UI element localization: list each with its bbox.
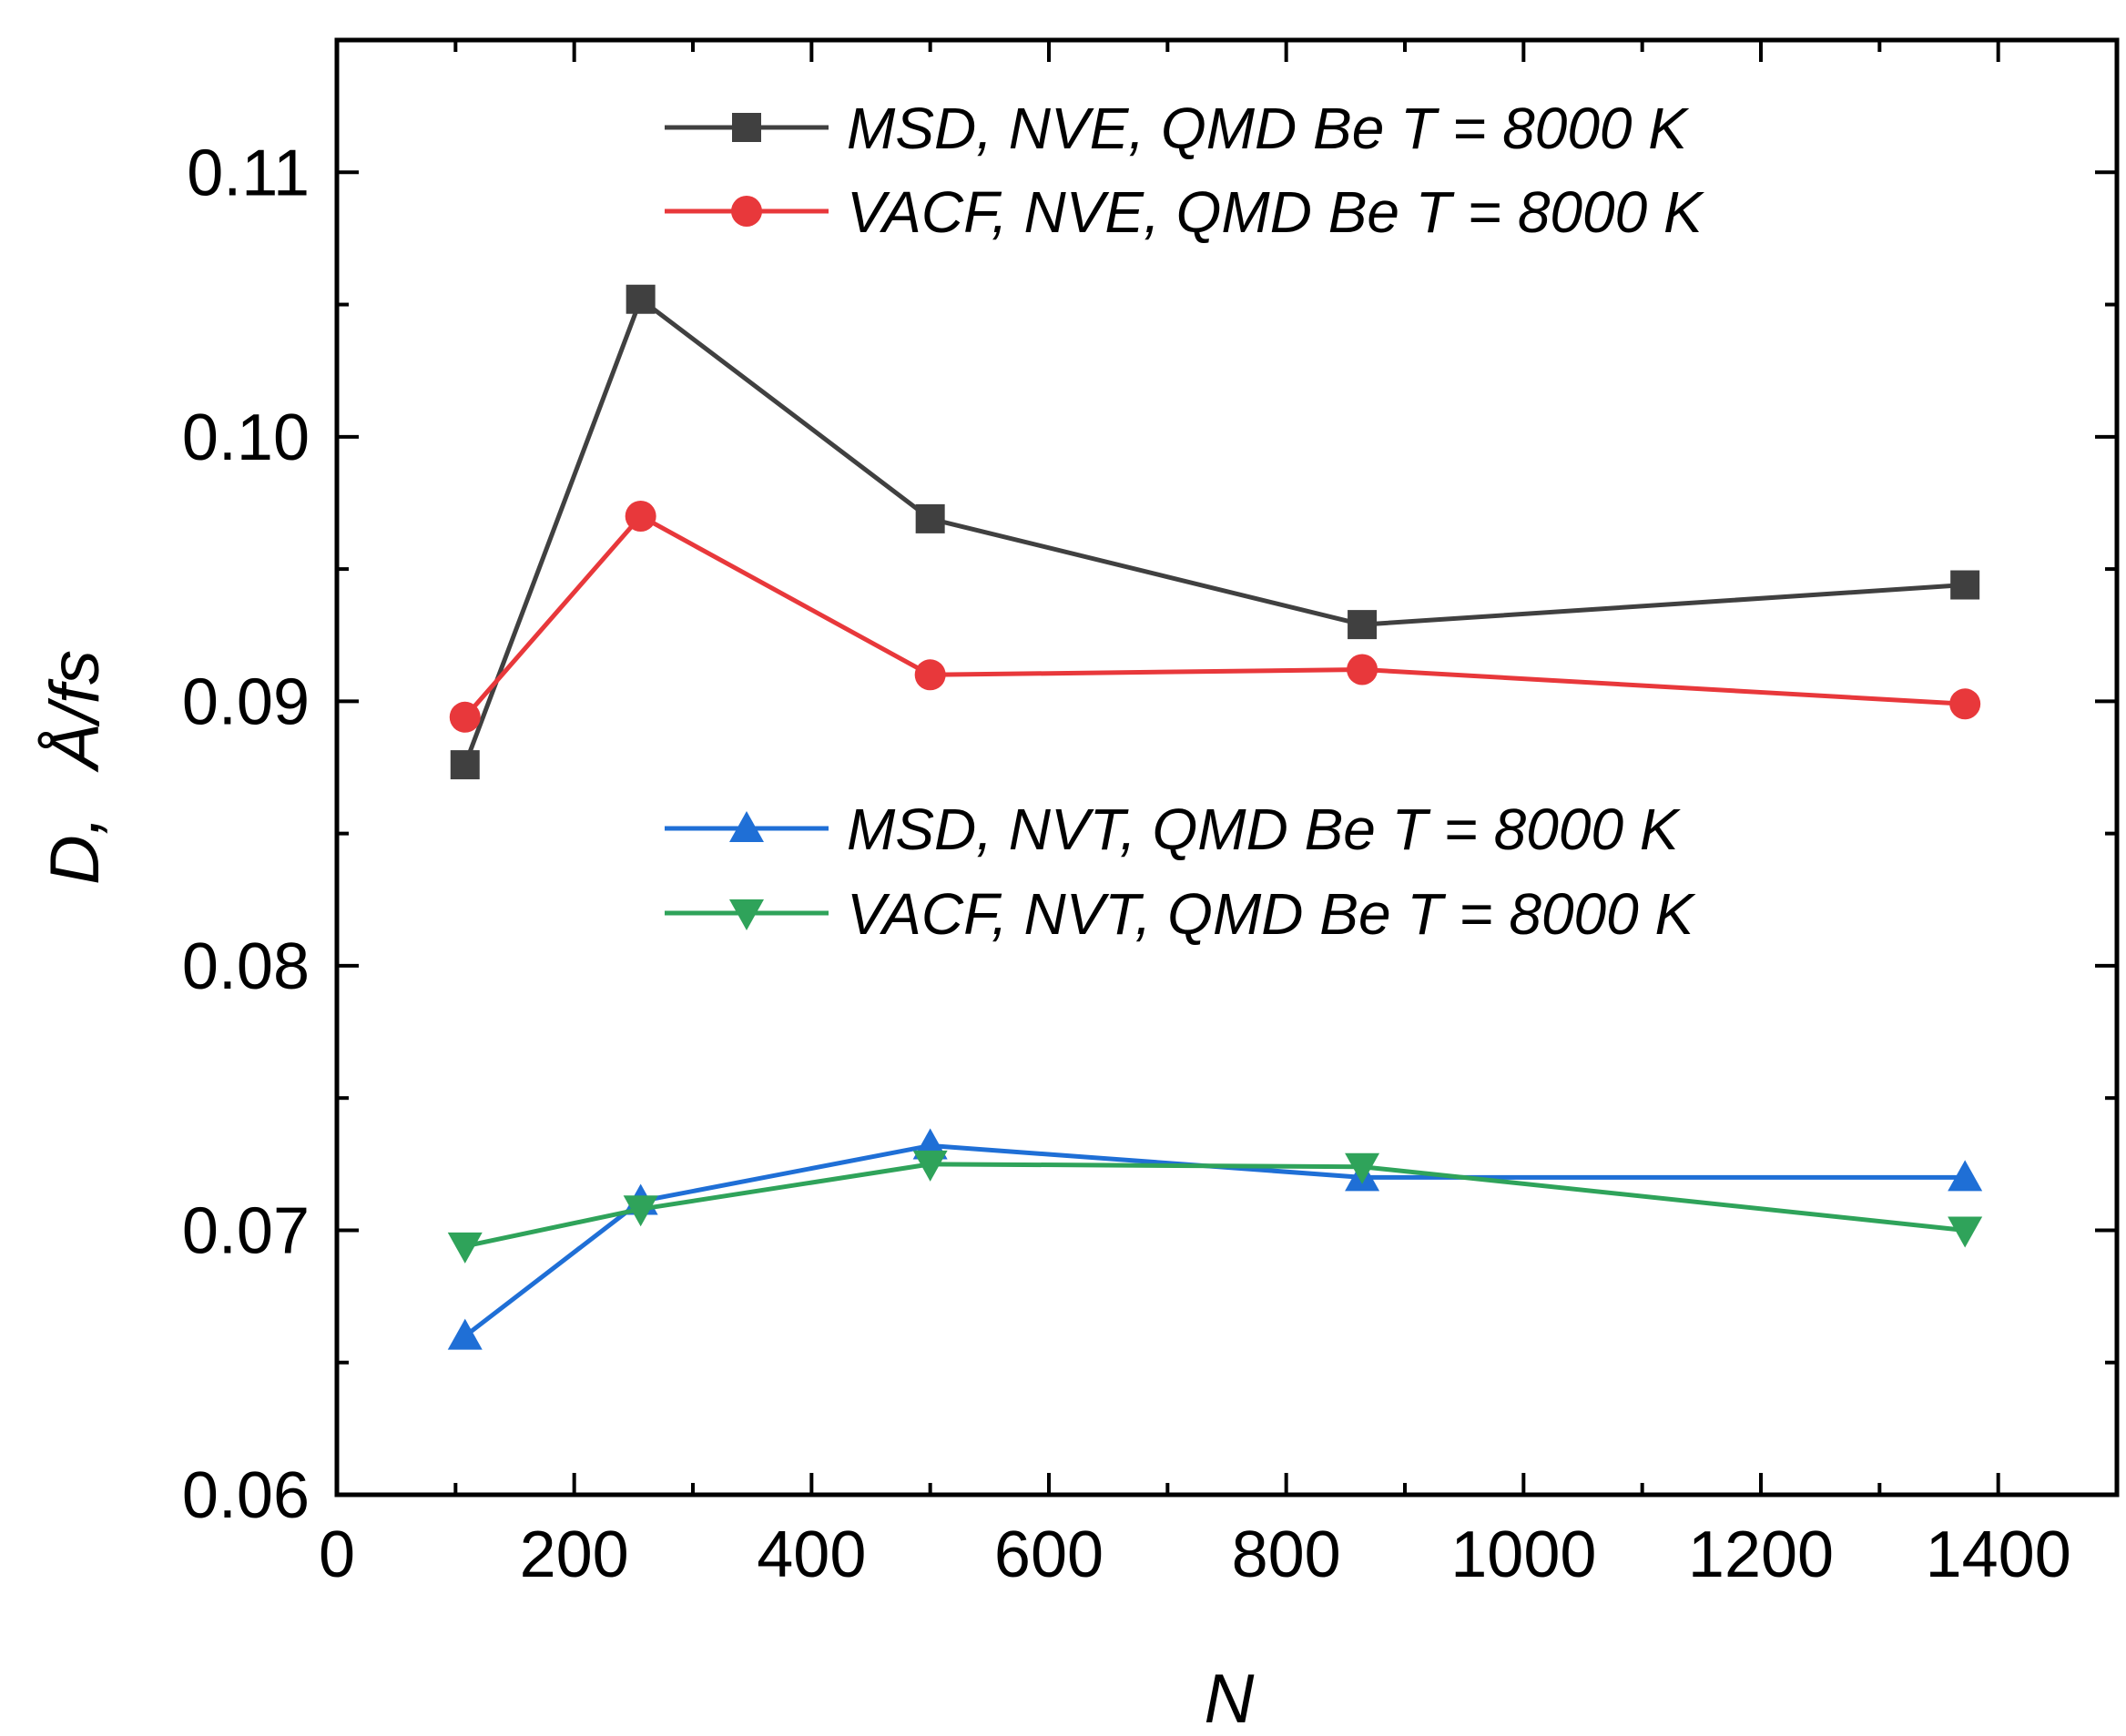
data-point <box>1950 570 1980 600</box>
data-point <box>1949 688 1981 720</box>
data-point <box>447 1232 483 1264</box>
legend: MSD, NVE, QMD Be T = 8000 K VACF, NVE, QM… <box>665 96 1705 947</box>
data-point <box>912 1150 948 1182</box>
y-tick-label: 0.09 <box>182 665 310 738</box>
legend-entry: VACF, NVE, QMD Be T = 8000 K <box>665 179 1705 245</box>
x-tick-label: 800 <box>1232 1518 1341 1591</box>
legend-label: VACF, NVT, QMD Be T = 8000 K <box>847 881 1697 947</box>
series-4 <box>447 1150 1983 1264</box>
svg-text:D, Å/fs: D, Å/fs <box>36 650 114 885</box>
x-tick-label: 1400 <box>1926 1518 2071 1591</box>
y-axis-title: D, Å/fs <box>36 650 114 885</box>
legend-entry: VACF, NVT, QMD Be T = 8000 K <box>665 881 1697 947</box>
legend-label: MSD, NVE, QMD Be T = 8000 K <box>847 96 1690 161</box>
x-tick-label: 600 <box>994 1518 1104 1591</box>
series-line <box>463 513 1966 719</box>
data-point <box>914 659 946 691</box>
data-point <box>915 503 945 533</box>
series-1 <box>450 284 1980 780</box>
x-tick-label: 400 <box>757 1518 866 1591</box>
data-point <box>447 1318 483 1350</box>
y-tick-labels: 0.06 0.07 0.08 0.09 0.10 0.11 <box>182 137 310 1532</box>
series-line <box>463 297 1966 766</box>
legend-marker <box>732 113 761 142</box>
x-tick-label: 1200 <box>1688 1518 1834 1591</box>
x-tick-label: 0 <box>319 1518 355 1591</box>
data-point <box>626 284 656 314</box>
x-axis-title: N <box>1205 1660 1255 1736</box>
y-tick-label: 0.11 <box>187 137 310 209</box>
x-tick-label: 200 <box>520 1518 629 1591</box>
legend-entry: MSD, NVE, QMD Be T = 8000 K <box>665 96 1690 161</box>
y-axis-title-symbol: D, <box>36 816 114 885</box>
data-point <box>1345 1152 1380 1184</box>
series-2 <box>449 500 1981 733</box>
y-tick-label: 0.08 <box>182 930 310 1003</box>
x-tick-labels: 0 200 400 600 800 1000 1200 1400 <box>319 1518 2071 1591</box>
legend-label: MSD, NVT, QMD Be T = 8000 K <box>847 797 1682 862</box>
data-point <box>1948 1216 1983 1248</box>
data-point <box>623 1195 658 1227</box>
data-point <box>625 500 656 532</box>
data-point <box>449 701 481 733</box>
x-tick-label: 1000 <box>1450 1518 1596 1591</box>
legend-marker <box>729 899 764 930</box>
legend-marker <box>729 811 764 842</box>
axis-ticks <box>335 40 2119 1497</box>
series-3 <box>447 1128 1983 1350</box>
series-line <box>463 1142 1966 1338</box>
y-tick-label: 0.06 <box>182 1459 310 1532</box>
data-point <box>1948 1160 1983 1192</box>
legend-label: VACF, NVE, QMD Be T = 8000 K <box>847 179 1705 245</box>
y-axis-title-units: Å/fs <box>36 650 114 773</box>
plot-frame <box>334 37 2120 1497</box>
legend-entry: MSD, NVT, QMD Be T = 8000 K <box>665 797 1682 862</box>
data-point <box>1347 654 1378 685</box>
y-tick-label: 0.10 <box>182 401 310 474</box>
series-layer <box>447 284 1983 1350</box>
data-point <box>450 750 480 780</box>
y-tick-label: 0.07 <box>182 1194 310 1267</box>
data-point <box>1348 610 1378 640</box>
legend-marker <box>731 196 762 227</box>
